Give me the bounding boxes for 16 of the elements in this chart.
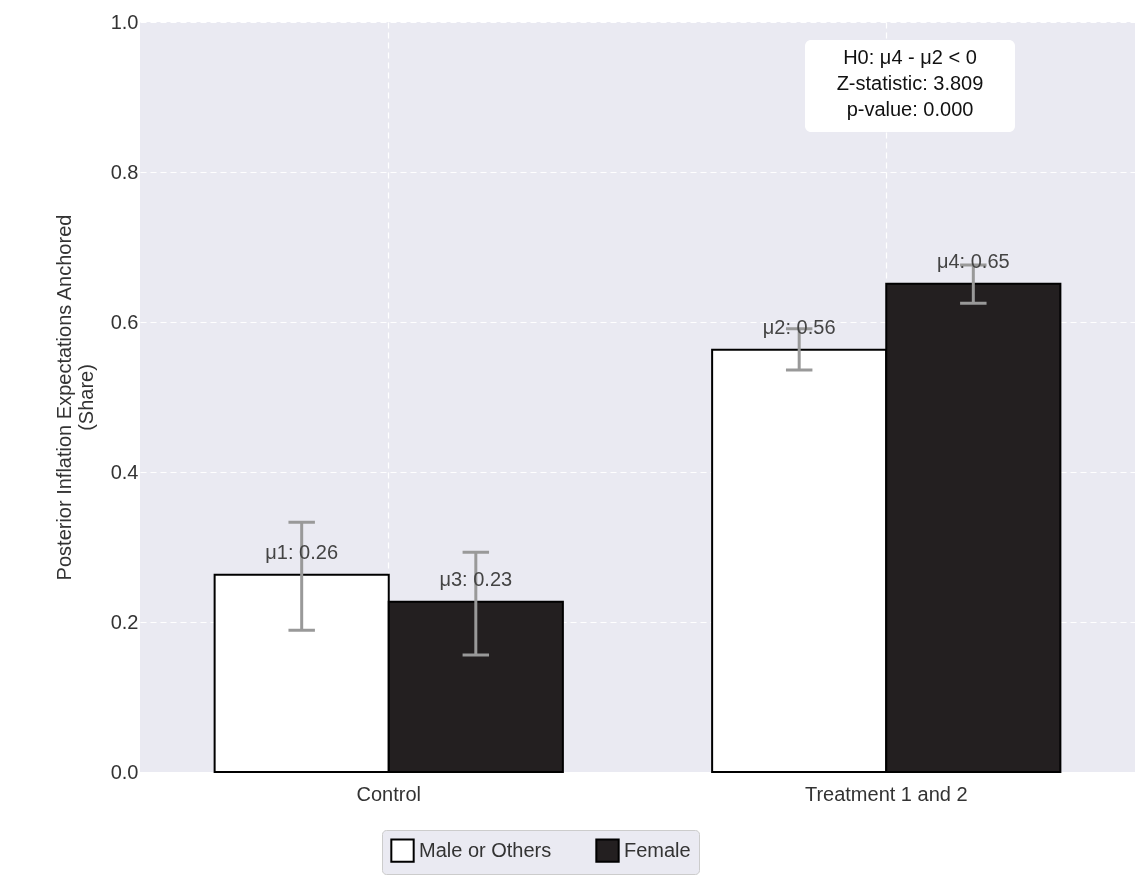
y-tick-label: 0.8 xyxy=(110,160,139,183)
y-tick-label: 0.2 xyxy=(110,610,139,633)
data-label: μ1: 0.26 xyxy=(265,540,339,563)
data-label: μ2: 0.56 xyxy=(762,315,836,338)
x-tick-label: Control xyxy=(356,782,421,805)
legend-label: Female xyxy=(624,838,691,861)
y-tick-label: 0.6 xyxy=(110,310,139,333)
x-tick-label: Treatment 1 and 2 xyxy=(804,782,968,805)
y-tick-label: 1.0 xyxy=(110,10,139,33)
data-label: μ3: 0.23 xyxy=(439,567,513,590)
legend-label: Male or Others xyxy=(419,838,552,861)
annotation: H0: μ4 - μ2 < 0 Z-statistic: 3.809 p-value: 0.000 xyxy=(836,46,984,120)
y-axis-title: Posterior Inflation Expectations Anchored (Share) xyxy=(52,214,97,581)
y-tick-label: 0.0 xyxy=(110,760,139,783)
y-tick-label: 0.4 xyxy=(110,460,139,483)
data-label: μ4: 0.65 xyxy=(936,249,1010,272)
